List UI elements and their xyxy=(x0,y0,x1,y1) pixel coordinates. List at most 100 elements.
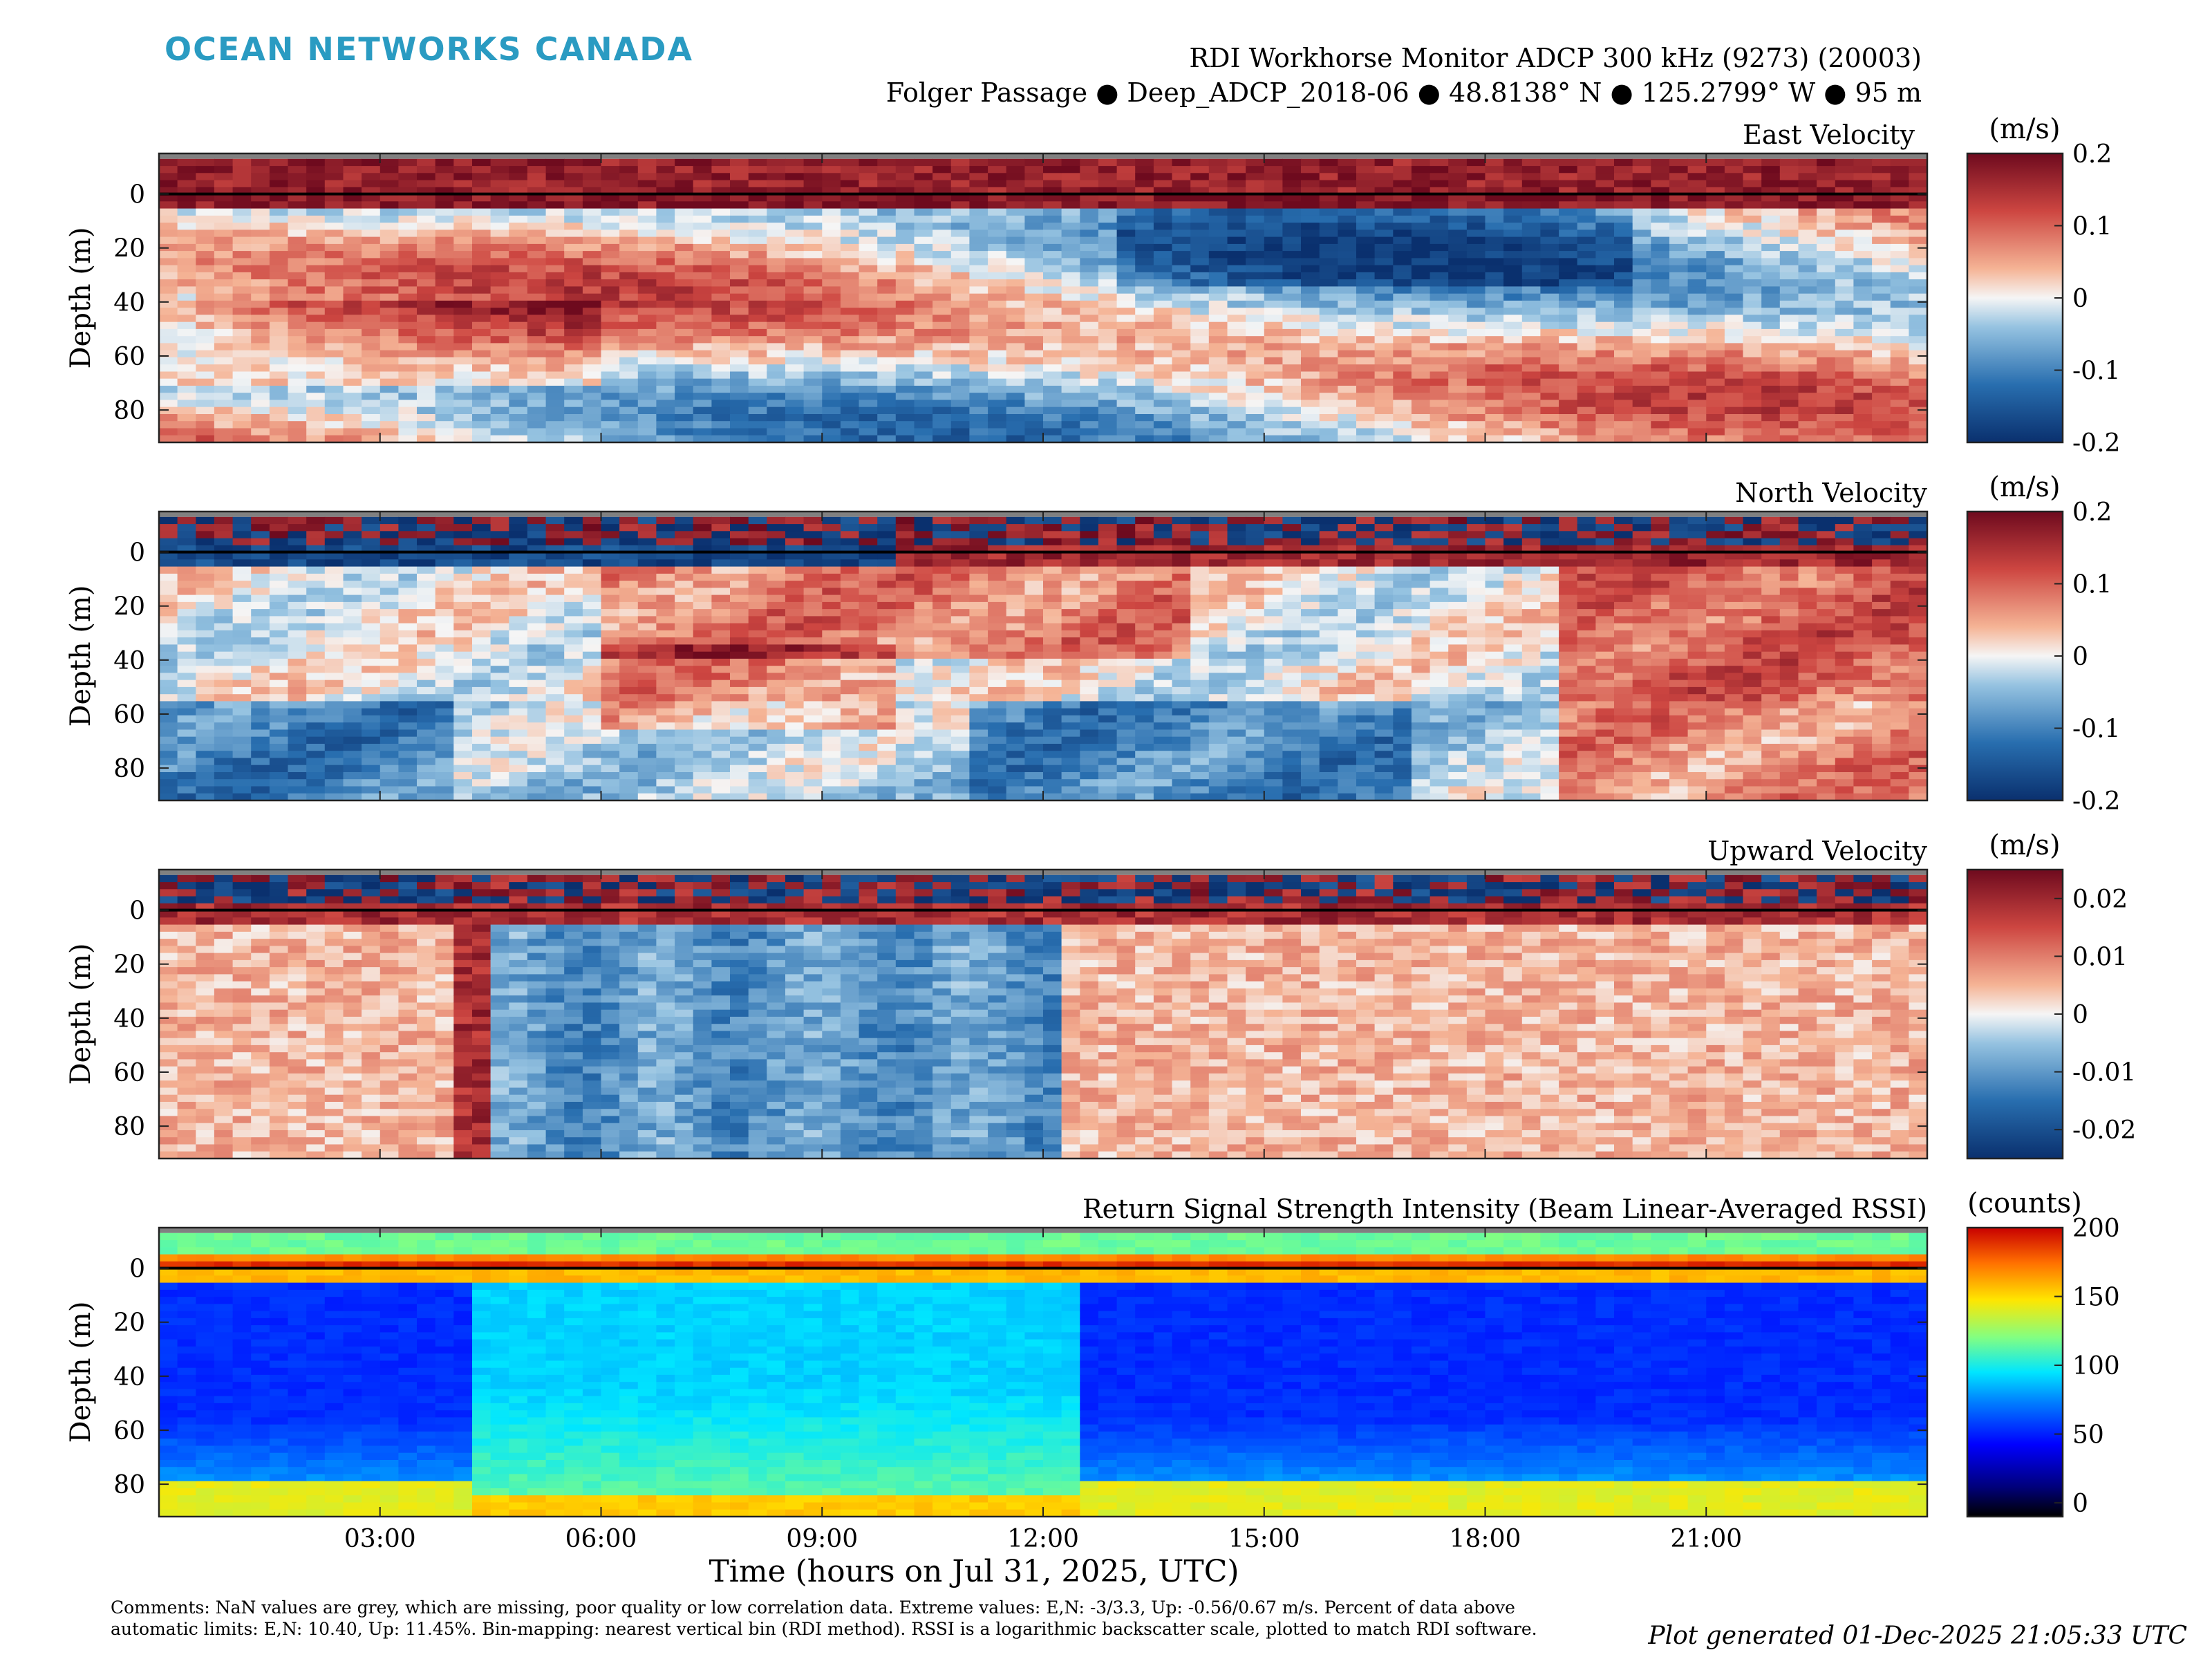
heatmap-cell xyxy=(1669,194,1688,202)
heatmap-cell xyxy=(932,209,951,216)
heatmap-cell xyxy=(380,659,399,666)
heatmap-cell xyxy=(288,400,307,408)
heatmap-cell xyxy=(1485,364,1504,372)
heatmap-cell xyxy=(1522,386,1541,393)
heatmap-cell xyxy=(306,779,325,787)
heatmap-cell xyxy=(509,336,527,344)
heatmap-cell xyxy=(1375,209,1394,216)
heatmap-cell xyxy=(1190,407,1209,415)
heatmap-cell xyxy=(1780,429,1799,436)
heatmap-cell xyxy=(1853,194,1872,202)
heatmap-cell xyxy=(619,166,638,174)
heatmap-cell xyxy=(344,779,362,787)
heatmap-cell xyxy=(527,336,546,344)
heatmap-cell xyxy=(472,538,491,546)
heatmap-cell xyxy=(159,552,178,560)
heatmap-cell xyxy=(1485,429,1504,436)
heatmap-cell xyxy=(1669,173,1688,180)
heatmap-cell xyxy=(1743,229,1762,237)
heatmap-cell xyxy=(344,701,362,709)
heatmap-cell xyxy=(1117,372,1136,379)
heatmap-cell xyxy=(1725,350,1743,358)
heatmap-cell xyxy=(804,201,823,209)
heatmap-cell xyxy=(1633,201,1651,209)
heatmap-cell xyxy=(1669,209,1688,216)
heatmap-cell xyxy=(435,372,454,379)
heatmap-cell xyxy=(969,216,988,223)
heatmap-cell xyxy=(1540,286,1559,294)
heatmap-cell xyxy=(306,237,325,245)
heatmap-cell xyxy=(988,229,1006,237)
heatmap-cell xyxy=(675,223,693,230)
heatmap-cell xyxy=(564,294,583,301)
heatmap-cell xyxy=(896,180,915,188)
heatmap-cell xyxy=(767,421,785,429)
heatmap-cell xyxy=(1485,386,1504,393)
heatmap-cell xyxy=(619,407,638,415)
heatmap-cell xyxy=(969,265,988,273)
heatmap-cell xyxy=(915,201,933,209)
heatmap-cell xyxy=(675,414,693,422)
heatmap-cell xyxy=(675,393,693,400)
heatmap-cell xyxy=(1725,279,1743,287)
heatmap-cell xyxy=(362,322,380,330)
heatmap-cell xyxy=(1522,429,1541,436)
heatmap-cell xyxy=(380,400,399,408)
heatmap-cell xyxy=(896,237,915,245)
heatmap-cell xyxy=(178,722,196,730)
heatmap-cell xyxy=(196,581,214,588)
heatmap-cell xyxy=(1209,294,1228,301)
heatmap-cell xyxy=(270,644,288,652)
heatmap-cell xyxy=(601,322,620,330)
heatmap-cell xyxy=(564,201,583,209)
heatmap-cell xyxy=(969,379,988,386)
heatmap-cell xyxy=(527,602,546,610)
heatmap-cell xyxy=(233,517,252,525)
heatmap-cell xyxy=(1062,209,1080,216)
heatmap-cell xyxy=(233,758,252,766)
heatmap-cell xyxy=(288,329,307,337)
heatmap-cell xyxy=(1246,258,1264,265)
heatmap-cell xyxy=(546,538,565,546)
heatmap-cell xyxy=(453,531,472,538)
heatmap-cell xyxy=(749,286,767,294)
heatmap-cell xyxy=(1503,279,1522,287)
heatmap-cell xyxy=(417,400,435,408)
heatmap-cell xyxy=(1595,244,1614,252)
heatmap-cell xyxy=(638,751,657,758)
heatmap-cell xyxy=(1559,386,1577,393)
heatmap-cell xyxy=(362,574,380,581)
heatmap-cell xyxy=(270,581,288,588)
heatmap-cell xyxy=(1706,201,1725,209)
heatmap-cell xyxy=(1135,194,1154,202)
heatmap-cell xyxy=(325,709,344,716)
heatmap-cell xyxy=(325,722,344,730)
heatmap-cell xyxy=(656,209,675,216)
heatmap-cell xyxy=(344,357,362,365)
heatmap-cell xyxy=(1080,159,1098,167)
heatmap-cell xyxy=(915,223,933,230)
heatmap-cell xyxy=(251,524,270,532)
heatmap-cell xyxy=(159,624,178,631)
heatmap-cell xyxy=(546,652,565,659)
heatmap-cell xyxy=(1799,315,1817,322)
heatmap-cell xyxy=(491,744,509,751)
heatmap-cell xyxy=(1467,364,1485,372)
heatmap-cell xyxy=(362,372,380,379)
heatmap-cell xyxy=(859,173,878,180)
heatmap-cell xyxy=(288,531,307,538)
heatmap-cell xyxy=(730,379,749,386)
heatmap-cell xyxy=(491,173,509,180)
heatmap-cell xyxy=(435,680,454,688)
heatmap-cell xyxy=(619,414,638,422)
heatmap-cell xyxy=(178,343,196,350)
heatmap-cell xyxy=(453,624,472,631)
heatmap-cell xyxy=(453,787,472,794)
heatmap-cell xyxy=(1780,414,1799,422)
heatmap-cell xyxy=(1614,258,1633,265)
heatmap-cell xyxy=(1688,194,1707,202)
heatmap-cell xyxy=(1375,173,1394,180)
heatmap-cell xyxy=(1706,414,1725,422)
heatmap-cell xyxy=(564,531,583,538)
heatmap-cell xyxy=(398,531,417,538)
